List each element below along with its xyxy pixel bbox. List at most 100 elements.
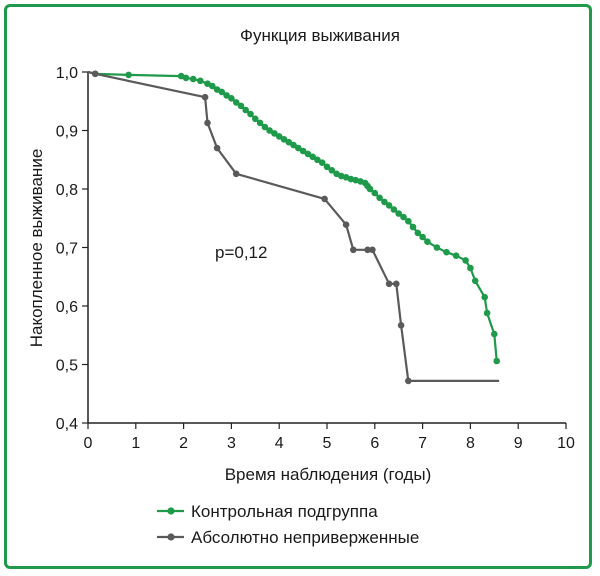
- control-subgroup-point: [252, 115, 259, 123]
- control-subgroup-point: [400, 213, 407, 221]
- control-subgroup-point: [471, 277, 479, 285]
- x-tick-label: 3: [227, 435, 236, 452]
- y-tick-label: 0,8: [56, 182, 78, 199]
- y-ticks: 0,4 0,5 0,6 0,7 0,8 0,9 1,0: [56, 65, 88, 433]
- control-subgroup-point: [323, 163, 331, 171]
- control-subgroup-point: [197, 77, 204, 85]
- x-tick-label: 4: [275, 435, 284, 452]
- control-subgroup-point: [395, 210, 403, 217]
- control-subgroup-point: [295, 144, 302, 152]
- control-subgroup-point: [309, 153, 317, 161]
- control-subgroup-point: [261, 123, 269, 131]
- control-subgroup-point: [275, 133, 283, 140]
- non-adherent-line: [87, 70, 500, 382]
- x-axis-label: Время наблюдения (годы): [225, 465, 432, 484]
- legend-non-adherent-marker: [167, 533, 175, 541]
- non-adherent-point: [405, 377, 412, 385]
- control-subgroup-point: [409, 223, 417, 231]
- control-subgroup-point: [218, 88, 226, 96]
- non-adherent-point: [393, 280, 400, 288]
- non-adherent-point: [201, 93, 209, 101]
- y-tick-label: 0,7: [56, 241, 78, 258]
- y-tick-label: 0,6: [56, 299, 78, 316]
- p-value-annotation: p=0,12: [215, 243, 267, 262]
- control-subgroup-point: [481, 293, 489, 301]
- control-subgroup-point: [242, 106, 249, 114]
- x-tick-label: 1: [131, 435, 140, 452]
- non-adherent-point: [369, 246, 376, 254]
- control-subgroup-point: [304, 150, 312, 158]
- y-tick-label: 0,9: [56, 124, 78, 141]
- legend-control-subgroup-label: Контрольная подгруппа: [191, 502, 378, 521]
- x-tick-label: 6: [370, 435, 379, 452]
- non-adherent-point: [364, 246, 371, 254]
- control-subgroup-point: [381, 198, 388, 206]
- control-subgroup-point: [318, 159, 326, 166]
- control-subgroup-point: [424, 238, 431, 245]
- series-layer: [87, 70, 501, 385]
- non-adherent-point: [232, 170, 240, 178]
- non-adherent-point: [397, 322, 405, 329]
- control-subgroup-point: [314, 156, 321, 164]
- y-tick-label: 1,0: [56, 65, 78, 82]
- control-subgroup-point: [223, 92, 230, 99]
- control-subgroup-point: [182, 74, 190, 82]
- non-adherent-point: [321, 195, 328, 203]
- control-subgroup-point: [280, 136, 288, 143]
- control-subgroup-point: [209, 82, 216, 90]
- y-tick-label: 0,5: [56, 358, 78, 375]
- legend: Контрольная подгруппа Абсолютно неприверж…: [157, 502, 419, 547]
- x-tick-label: 5: [323, 435, 332, 452]
- x-tick-label: 10: [557, 435, 575, 452]
- control-subgroup-point: [385, 202, 393, 209]
- control-subgroup-point: [390, 206, 398, 213]
- control-subgroup-point: [433, 244, 441, 251]
- non-adherent-point: [213, 144, 221, 152]
- control-subgroup-point: [483, 309, 491, 317]
- control-subgroup-point: [371, 189, 379, 197]
- legend-non-adherent-label: Абсолютно неприверженные: [191, 528, 419, 547]
- chart-frame: [4, 4, 592, 569]
- y-tick-label: 0,4: [56, 416, 78, 433]
- legend-control-subgroup-marker: [167, 507, 175, 515]
- non-adherent-point: [91, 70, 99, 78]
- control-subgroup-point: [228, 95, 235, 102]
- control-subgroup-point: [405, 217, 412, 225]
- chart-title: Функция выживания: [240, 26, 400, 45]
- non-adherent-point: [204, 119, 211, 127]
- x-ticks: 0 1 2 3 4 5 6 7 8 9 10: [84, 423, 575, 452]
- x-tick-label: 9: [514, 435, 523, 452]
- control-subgroup-point: [443, 248, 450, 256]
- control-subgroup-point: [290, 141, 297, 149]
- control-subgroup-point: [266, 127, 273, 134]
- control-subgroup-point: [256, 119, 264, 127]
- axes: [87, 72, 566, 424]
- control-subgroup-point: [493, 357, 501, 365]
- control-subgroup-point: [376, 194, 383, 202]
- control-subgroup-point: [247, 110, 254, 118]
- control-subgroup-point: [299, 147, 307, 155]
- control-subgroup-line: [87, 70, 498, 362]
- non-adherent-point: [350, 246, 357, 254]
- y-axis-label: Накопленное выживание: [27, 149, 46, 348]
- control-subgroup-point: [237, 102, 245, 110]
- x-tick-label: 0: [84, 435, 93, 452]
- control-subgroup-point: [366, 185, 374, 193]
- control-subgroup-point: [328, 167, 336, 174]
- non-adherent-point: [385, 280, 393, 288]
- control-subgroup-point: [189, 75, 197, 83]
- control-subgroup-point: [452, 252, 460, 259]
- control-subgroup-point: [419, 233, 426, 241]
- control-subgroup-point: [467, 264, 474, 272]
- control-subgroup-point: [462, 257, 469, 264]
- x-tick-label: 7: [418, 435, 427, 452]
- control-subgroup-point: [232, 99, 240, 106]
- control-subgroup-point: [491, 330, 498, 338]
- control-subgroup-point: [125, 71, 132, 79]
- x-tick-label: 8: [466, 435, 475, 452]
- non-adherent-point: [342, 221, 350, 228]
- control-subgroup-point: [271, 130, 278, 137]
- control-subgroup-point: [414, 229, 422, 237]
- x-tick-label: 2: [179, 435, 188, 452]
